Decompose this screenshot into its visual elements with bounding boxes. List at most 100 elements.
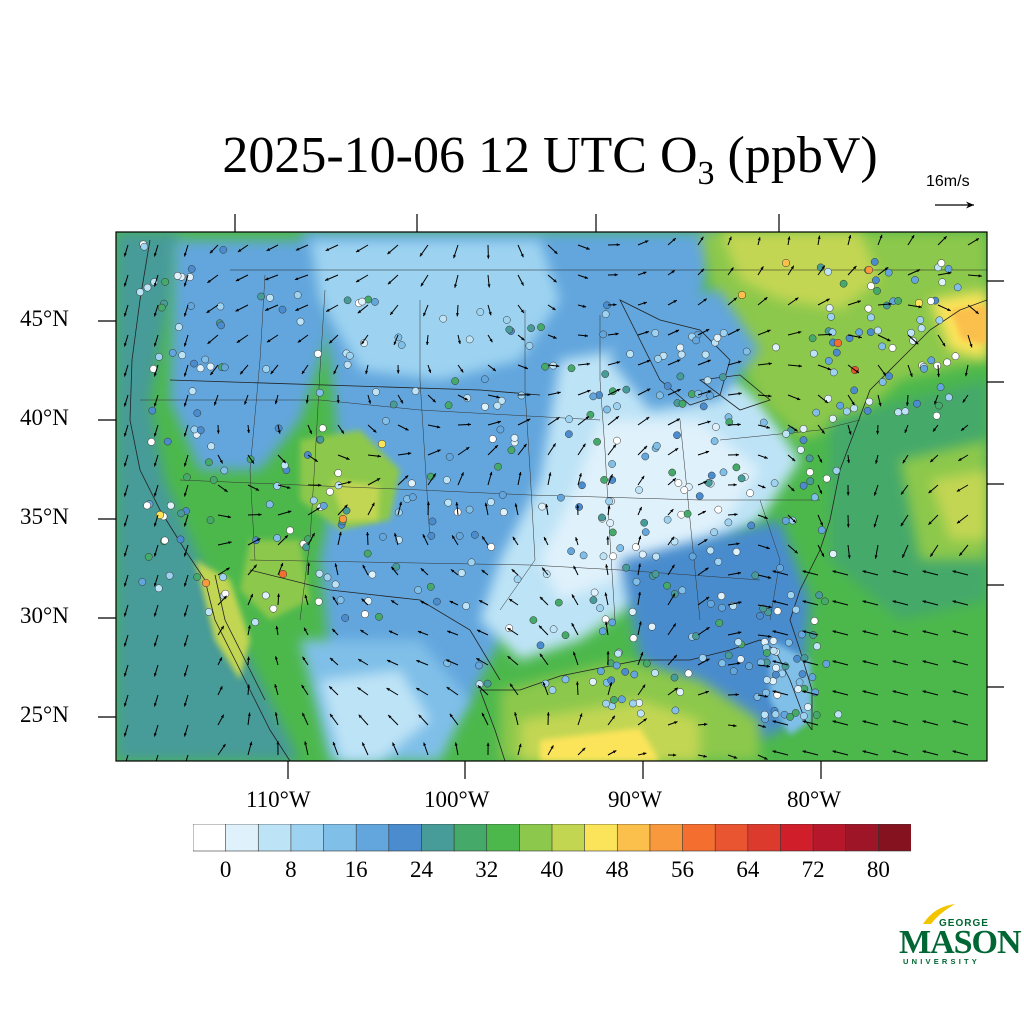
wind-vector-head [802,720,806,724]
site-marker [795,678,804,687]
wind-vector-head [280,562,284,567]
wind-vector-head [510,683,513,687]
wind-vector-head [520,309,524,313]
colorbar-tick-label: 56 [671,857,695,882]
wind-vector-head [643,445,648,450]
site-marker [216,302,225,311]
lon-label-80w: 80°W [787,787,841,812]
wind-vector-head [571,594,575,598]
wind-vector-head [550,745,554,749]
wind-vector-head [123,523,127,527]
site-marker [599,552,608,561]
wind-vector-head [933,428,937,432]
wind-vector-head [847,459,851,464]
site-marker [629,634,638,643]
site-marker [641,452,650,461]
wind-vector-head [764,516,768,519]
wind-vector-head [518,743,522,748]
site-marker [885,372,893,381]
wind-vector-head [851,401,855,406]
site-marker [613,436,621,445]
wind-vector-head [832,630,836,634]
site-marker [613,402,621,411]
wind-vector-head [772,630,776,634]
wind-vector-head [702,511,706,514]
wind-vector-head [922,600,926,604]
site-marker [894,408,903,417]
wind-vector-head [481,569,485,574]
wind-vector-head [219,460,223,464]
site-marker [529,616,538,624]
site-marker [832,466,841,475]
site-marker [433,597,441,606]
wind-vector-head [638,591,641,596]
wind-vector-head [123,613,127,617]
site-marker [677,510,686,519]
wind-vector-head [183,703,187,707]
wind-vector-head [760,266,764,270]
wind-vector-head [361,340,365,345]
wind-vector-head [344,504,348,509]
wind-vector-head [387,281,392,285]
wind-vector-head [446,659,450,663]
site-marker [379,532,387,541]
wind-vector-head [934,400,937,405]
wind-vector-head [672,478,676,482]
site-marker [334,481,343,490]
site-marker [776,564,784,572]
wind-vector-head [183,523,187,527]
wind-vector-head [609,474,613,478]
site-marker [426,582,435,591]
site-marker [676,343,685,352]
wind-vector-head [220,714,224,719]
site-marker [638,550,647,559]
site-marker [205,458,213,467]
site-marker [304,535,312,544]
site-marker [541,679,550,688]
wind-vector-head [274,712,278,716]
wind-vector-head [244,401,248,405]
wind-vector-head [183,643,187,647]
wind-vector-head [153,523,157,527]
site-marker [865,397,874,406]
wind-vector-head [645,331,649,334]
site-marker [808,334,817,343]
wind-vector-head [255,487,260,491]
wind-vector-head [670,509,674,513]
wind-vector-head [207,340,211,344]
wind-vector-head [396,370,400,374]
wind-vector-head [676,359,681,363]
wind-vector-head [183,553,187,557]
wind-vector-head [827,367,831,371]
wind-vector-head [607,505,611,509]
wind-vector-head [878,402,882,407]
site-marker [654,354,662,363]
wind-vector-head [246,656,250,660]
site-marker [616,544,625,552]
wind-vector-head [377,454,381,458]
wind-vector-head [123,643,127,647]
wind-vector-head [426,501,430,505]
site-marker [732,463,741,472]
wind-vector-head [153,373,157,377]
wind-vector-head [265,307,269,311]
site-marker [397,341,406,349]
wind-vector-head [489,338,493,343]
site-marker [427,531,436,540]
wind-vector-head [416,688,420,691]
wind-vector-head [153,553,157,557]
wind-vector-head [301,684,305,689]
site-marker [217,321,225,330]
site-marker [809,631,818,639]
wind-vector-head [733,755,738,759]
wind-vector-head [318,483,322,487]
wind-vector-head [183,343,187,347]
site-marker [688,552,697,561]
site-marker [936,383,945,392]
logo-swoosh-icon [923,904,955,924]
site-marker [567,364,576,373]
site-marker [911,276,919,284]
site-marker [209,476,218,484]
wind-vector-head [874,555,878,559]
